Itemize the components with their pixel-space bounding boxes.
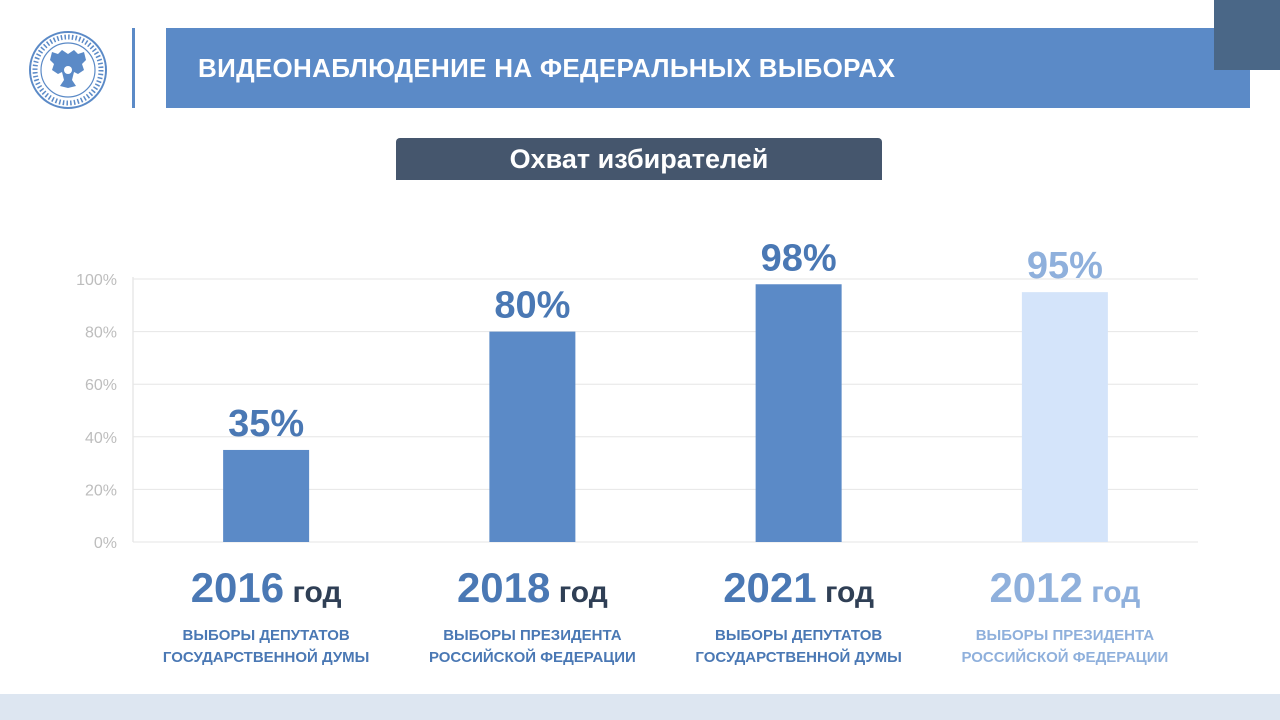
category-year: 2012 год [925, 564, 1205, 617]
bar-2021 [755, 284, 842, 542]
year-unit: год [284, 576, 342, 609]
cec-emblem-icon [29, 31, 107, 109]
description-line: ВЫБОРЫ ДЕПУТАТОВ [715, 627, 883, 644]
year-number: 2016 [190, 564, 285, 611]
category-description: ВЫБОРЫ ДЕПУТАТОВ ГОСУДАРСТВЕННОЙ ДУМЫ [659, 625, 939, 669]
y-tick-label: 20% [85, 482, 117, 499]
category-label: 2016 год ВЫБОРЫ ДЕПУТАТОВ ГОСУДАРСТВЕННОЙ … [126, 564, 406, 669]
category-year: 2018 год [392, 564, 672, 617]
year-unit: год [550, 576, 608, 609]
value-label: 35% [228, 403, 304, 445]
year-unit: год [1082, 576, 1141, 609]
corner-decoration [1214, 0, 1280, 70]
category-year: 2021 год [659, 564, 939, 617]
description-line: ВЫБОРЫ ПРЕЗИДЕНТА [443, 627, 622, 644]
year-number: 2021 [723, 564, 817, 611]
description-line: ГОСУДАРСТВЕННОЙ ДУМЫ [695, 649, 902, 666]
category-description: ВЫБОРЫ ПРЕЗИДЕНТА РОССИЙСКОЙ ФЕДЕРАЦИИ [925, 625, 1205, 669]
y-tick-label: 60% [85, 377, 117, 394]
y-tick-label: 0% [94, 535, 117, 552]
category-description: ВЫБОРЫ ДЕПУТАТОВ ГОСУДАРСТВЕННОЙ ДУМЫ [126, 625, 406, 669]
y-tick-label: 40% [85, 430, 117, 447]
y-tick-label: 100% [76, 272, 117, 289]
description-line: ГОСУДАРСТВЕННОЙ ДУМЫ [162, 649, 370, 666]
year-number: 2012 [989, 564, 1083, 611]
category-label: 2018 год ВЫБОРЫ ПРЕЗИДЕНТА РОССИЙСКОЙ ФЕДЕ… [392, 564, 672, 669]
header-banner: ВИДЕОНАБЛЮДЕНИЕ НА ФЕДЕРАЛЬНЫХ ВЫБОРАХ [166, 28, 1250, 108]
chart-subtitle: Охват избирателей [396, 138, 882, 180]
header-divider [132, 28, 135, 108]
category-description: ВЫБОРЫ ПРЕЗИДЕНТА РОССИЙСКОЙ ФЕДЕРАЦИИ [392, 625, 672, 669]
category-label: 2012 год ВЫБОРЫ ПРЕЗИДЕНТА РОССИЙСКОЙ ФЕДЕ… [925, 564, 1205, 669]
category-label: 2021 год ВЫБОРЫ ДЕПУТАТОВ ГОСУДАРСТВЕННОЙ … [659, 564, 939, 669]
footer-band [0, 694, 1280, 720]
year-unit: год [816, 576, 875, 609]
bar-2016 [223, 449, 310, 542]
value-label: 98% [761, 237, 837, 279]
description-line: ВЫБОРЫ ПРЕЗИДЕНТА [975, 627, 1155, 644]
bar-2012 [1021, 292, 1108, 542]
bar-2018 [489, 331, 576, 542]
value-label: 95% [1027, 245, 1103, 287]
description-line: РОССИЙСКОЙ ФЕДЕРАЦИИ [961, 649, 1169, 666]
category-year: 2016 год [126, 564, 406, 617]
description-line: РОССИЙСКОЙ ФЕДЕРАЦИИ [428, 649, 636, 666]
page-title: ВИДЕОНАБЛЮДЕНИЕ НА ФЕДЕРАЛЬНЫХ ВЫБОРАХ [198, 53, 896, 83]
description-line: ВЫБОРЫ ДЕПУТАТОВ [182, 627, 350, 644]
value-label: 80% [494, 285, 570, 327]
y-tick-label: 80% [85, 325, 117, 342]
year-number: 2018 [456, 564, 551, 611]
